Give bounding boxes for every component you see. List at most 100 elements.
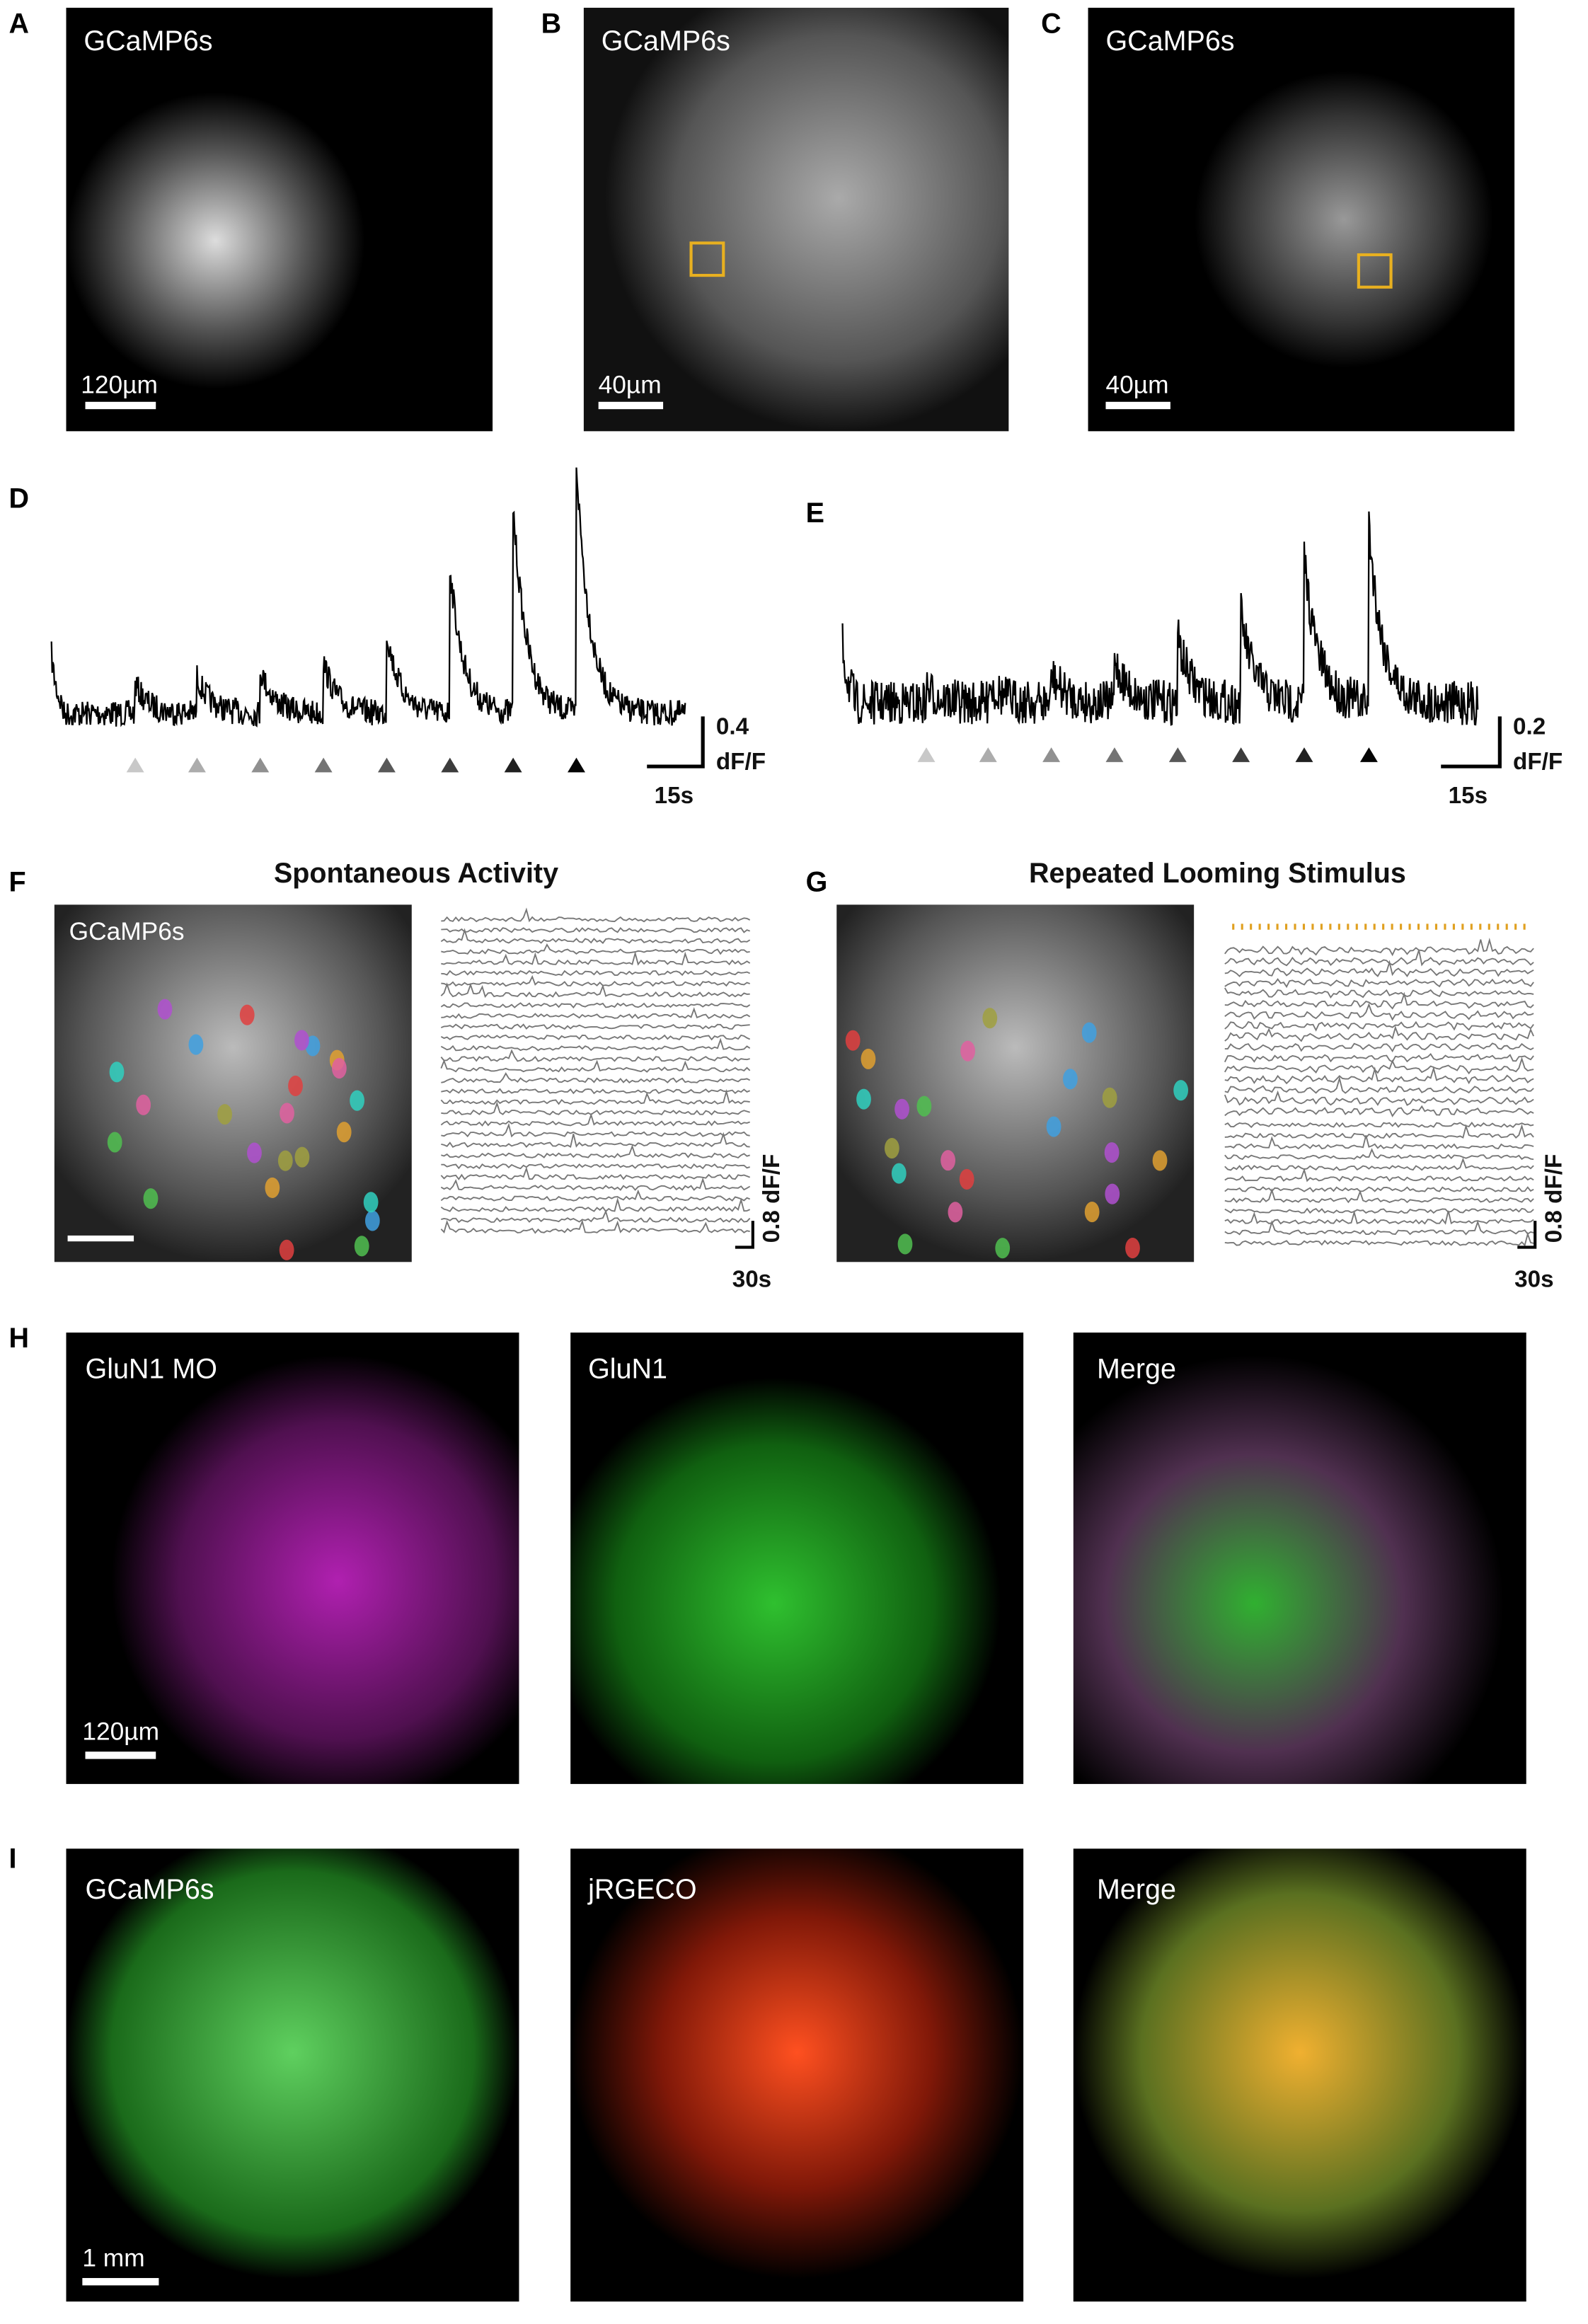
stimulus-marker — [251, 757, 270, 773]
cell-trace — [440, 1189, 751, 1202]
cell-trace — [1224, 1207, 1534, 1214]
cell-trace — [441, 970, 751, 977]
stimulus-marker — [504, 757, 522, 773]
micrograph — [1073, 1848, 1526, 2302]
cell-trace — [440, 1197, 751, 1213]
stimulus-marker — [377, 757, 396, 773]
cell — [1125, 1237, 1140, 1259]
micrograph — [1088, 7, 1515, 432]
channel-label: GCaMP6s — [1105, 25, 1234, 57]
scale-bar-label: 40µm — [599, 371, 662, 398]
scale-bar — [85, 401, 156, 410]
micrograph — [570, 1848, 1024, 2302]
micrograph — [570, 1333, 1024, 1784]
cell-trace — [1224, 950, 1534, 967]
cell-trace — [1224, 1231, 1534, 1247]
stimulus-marker — [1168, 747, 1187, 762]
scale-y-label: 0.8 dF/F — [759, 1154, 785, 1243]
cell-trace — [440, 1219, 750, 1234]
cell-trace — [441, 950, 751, 966]
scale-bar — [1441, 716, 1502, 769]
scale-bar — [647, 716, 705, 769]
stimulus-marker — [1232, 747, 1250, 762]
cell-trace — [1224, 1090, 1534, 1106]
cell-trace — [1224, 1186, 1534, 1193]
panel-label: I — [8, 1843, 16, 1874]
cell-trace — [1224, 1168, 1534, 1183]
scale-bar — [67, 1235, 134, 1242]
cell-trace — [1224, 1135, 1534, 1150]
cell-trace — [1224, 1220, 1534, 1236]
cell — [364, 1210, 380, 1231]
cell-trace — [1224, 1076, 1534, 1094]
roi-box — [1357, 253, 1393, 289]
image-label: GCaMP6s — [86, 1874, 214, 1905]
micrograph — [1073, 1333, 1526, 1784]
cell — [354, 1236, 369, 1257]
cell — [143, 1188, 159, 1209]
scale-y-label: 0.2 — [1513, 713, 1546, 740]
cell-trace — [441, 1088, 751, 1095]
panel-label: G — [806, 867, 828, 898]
cell — [884, 1138, 899, 1159]
cell — [861, 1048, 876, 1069]
image-label: Merge — [1097, 1874, 1176, 1905]
stimulus-marker — [441, 757, 459, 773]
cell-trace — [1224, 1105, 1534, 1117]
channel-label: GCaMP6s — [84, 25, 212, 57]
cell — [1084, 1202, 1100, 1223]
image-label: GluN1 — [588, 1353, 667, 1384]
cell — [894, 1098, 909, 1120]
cell-trace — [440, 1166, 751, 1180]
cell-trace — [441, 974, 750, 987]
cell-trace — [1224, 1042, 1534, 1053]
cell-trace — [440, 1049, 750, 1062]
cell — [277, 1150, 293, 1171]
cell-trace — [441, 1101, 750, 1116]
stimulus-marker — [917, 747, 936, 762]
cell — [294, 1030, 309, 1051]
cell-trace — [1224, 1025, 1534, 1042]
panel-label: H — [8, 1323, 29, 1354]
cell-trace — [1224, 1053, 1534, 1063]
cell-trace — [1224, 1057, 1534, 1075]
cell — [136, 1094, 151, 1115]
cell — [247, 1142, 262, 1163]
scale-y-unit: dF/F — [716, 749, 766, 775]
stimulus-marker — [1295, 747, 1313, 762]
cell-trace — [1224, 1209, 1534, 1225]
cell-trace — [441, 927, 750, 933]
cell — [959, 1168, 974, 1190]
cell-trace — [1224, 1121, 1534, 1129]
scale-bar — [1105, 401, 1170, 410]
scale-y-label: 0.8 dF/F — [1541, 1154, 1567, 1243]
scale-x-label: 30s — [732, 1267, 771, 1293]
scale-bar-label: 40µm — [1105, 371, 1168, 398]
cell — [1104, 1142, 1120, 1163]
cell — [157, 999, 173, 1020]
scale-x-label: 30s — [1514, 1267, 1553, 1293]
trace-group — [1224, 937, 1534, 1247]
cell-trace — [1224, 991, 1534, 1010]
scale-bar-label: 1 mm — [82, 2244, 144, 2272]
cell — [280, 1103, 294, 1124]
image-label: Merge — [1097, 1353, 1176, 1384]
cell-trace — [440, 928, 751, 945]
cell — [1081, 1022, 1097, 1043]
cell — [1046, 1116, 1061, 1137]
scale-y-label: 0.4 — [716, 713, 749, 740]
stimulus-marker — [1359, 747, 1378, 762]
cell — [188, 1034, 204, 1055]
scale-x-label: 15s — [655, 783, 694, 809]
cell-trace — [440, 982, 750, 999]
cell-trace — [440, 1023, 750, 1030]
cell-trace — [1224, 1020, 1534, 1032]
cell-trace — [1224, 1157, 1534, 1171]
panel-label: E — [806, 497, 824, 529]
cell-trace — [440, 1112, 750, 1127]
cell — [948, 1202, 963, 1223]
stimulus-marker — [126, 757, 144, 773]
panel-label: D — [8, 483, 29, 514]
